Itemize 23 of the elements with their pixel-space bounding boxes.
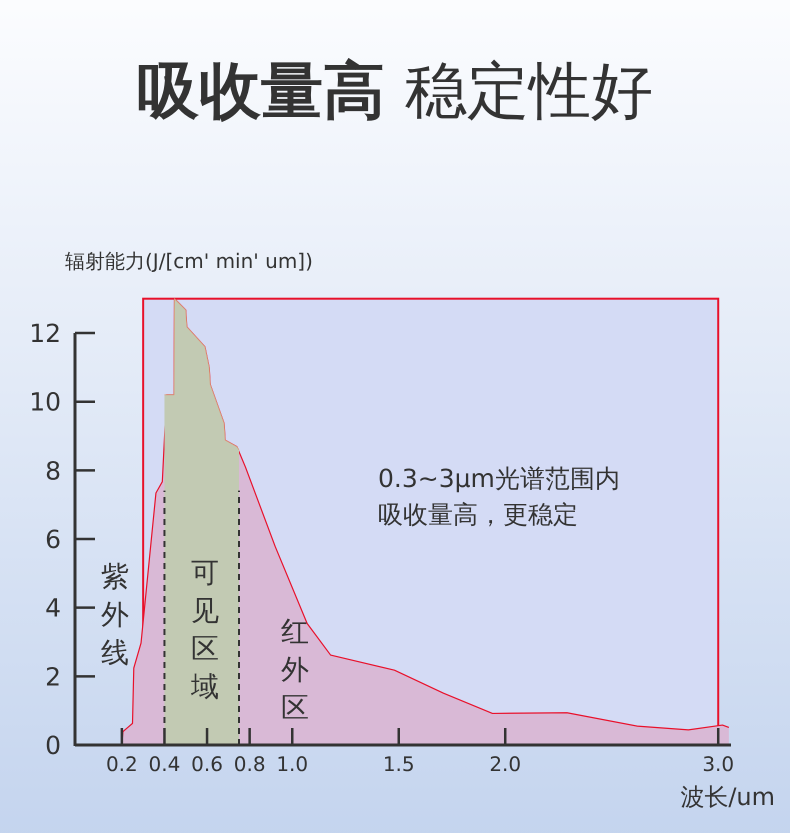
x-tick-label: 3.0: [702, 752, 734, 776]
x-tick-label: 1.5: [382, 752, 415, 776]
y-tick-label: 4: [45, 594, 61, 623]
y-tick-label: 6: [45, 525, 61, 554]
y-tick-label: 0: [45, 731, 61, 760]
y-tick-label: 8: [45, 456, 61, 486]
ylabel: 辐射能力(J/[cm' min' um]): [65, 249, 313, 273]
x-tick-label: 2.0: [489, 752, 522, 776]
annotation: 吸收量高，更稳定: [378, 500, 578, 529]
x-tick-label: 0.2: [106, 752, 138, 776]
y-tick-label: 12: [29, 319, 61, 348]
xlabel: 波长/um: [680, 783, 775, 811]
x-tick-label: 0.8: [234, 752, 266, 776]
annotation: 可见区域: [191, 556, 219, 703]
annotation: 0.3~3µm光谱范围内: [378, 464, 620, 493]
y-tick-label: 10: [29, 388, 61, 417]
x-tick-label: 0.4: [148, 752, 180, 776]
x-tick-label: 0.6: [191, 752, 223, 776]
x-tick-label: 1.0: [276, 752, 308, 776]
annotation: 紫外线: [101, 560, 129, 669]
y-tick-label: 2: [45, 662, 61, 692]
annotation: 红外区: [281, 615, 309, 724]
title: 吸收量高 稳定性好: [137, 54, 653, 127]
